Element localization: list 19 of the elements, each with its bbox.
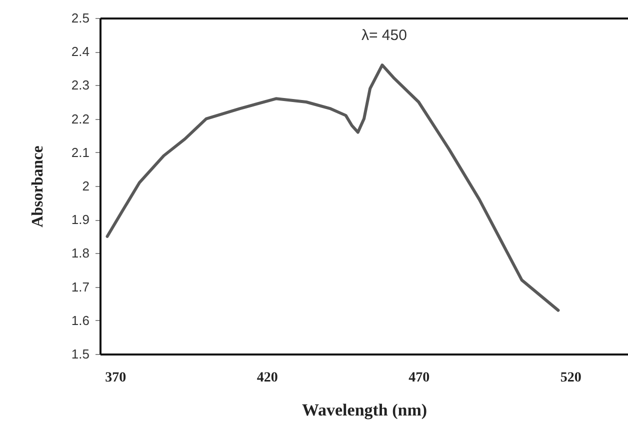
y-tick-label: 1.7 bbox=[71, 279, 90, 294]
x-tick-label: 520 bbox=[560, 370, 582, 386]
y-tick-label: 2.3 bbox=[71, 78, 90, 93]
x-tick-label: 420 bbox=[256, 370, 278, 386]
y-tick-label: 2.4 bbox=[71, 44, 90, 60]
y-tick-label: 1.6 bbox=[71, 312, 90, 328]
y-tick-label: 1.9 bbox=[71, 212, 90, 228]
x-tick-label: 370 bbox=[105, 370, 126, 386]
y-tick-label: 2 bbox=[82, 178, 90, 194]
y-tick-label: 2.1 bbox=[71, 144, 90, 160]
y-tick-label: 2.5 bbox=[71, 10, 90, 26]
x-tick-label: 470 bbox=[408, 370, 430, 386]
line-series bbox=[106, 64, 560, 312]
y-axis-title: Absorbance bbox=[29, 146, 46, 228]
y-tick-label: 1.8 bbox=[71, 246, 90, 261]
y-tick-label: 2.2 bbox=[71, 111, 90, 126]
y-tick-label: 1.5 bbox=[71, 346, 90, 362]
x-axis-title: Wavelength (nm) bbox=[302, 400, 428, 420]
annotation: λ= 450 bbox=[361, 27, 407, 44]
